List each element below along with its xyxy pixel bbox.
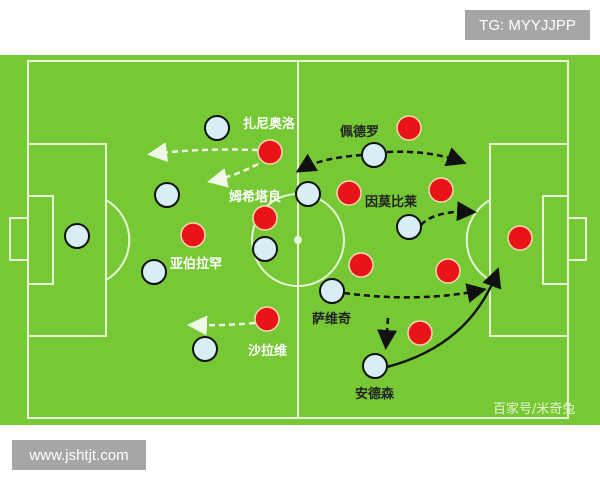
label-zaniolo: 扎尼奥洛 — [243, 116, 296, 132]
black-run-arrows — [295, 147, 487, 350]
label-andersen: 安德森 — [355, 386, 395, 402]
pitch-diagram: 扎尼奥洛 佩德罗 姆希塔良 因莫比莱 亚伯拉罕 萨维奇 沙拉维 安德森 百家号/… — [0, 55, 600, 425]
label-abraham: 亚伯拉罕 — [170, 256, 222, 272]
pitch-lines — [9, 60, 587, 419]
label-immobile: 因莫比莱 — [365, 194, 417, 210]
white-run-arrows — [147, 142, 259, 336]
watermark: 百家号/米奇兔 — [493, 401, 575, 417]
label-mkhitaryan: 姆希塔良 — [229, 189, 281, 205]
label-savic: 萨维奇 — [312, 311, 351, 327]
tg-tag: TG: MYYJJPP — [465, 10, 590, 40]
pass-arrow — [386, 267, 502, 369]
site-url[interactable]: www.jshtjt.com — [12, 440, 146, 470]
light-team — [64, 115, 422, 379]
red-team — [180, 115, 533, 346]
label-pedro: 佩德罗 — [340, 124, 379, 140]
label-elshaarawy: 沙拉维 — [248, 343, 287, 359]
